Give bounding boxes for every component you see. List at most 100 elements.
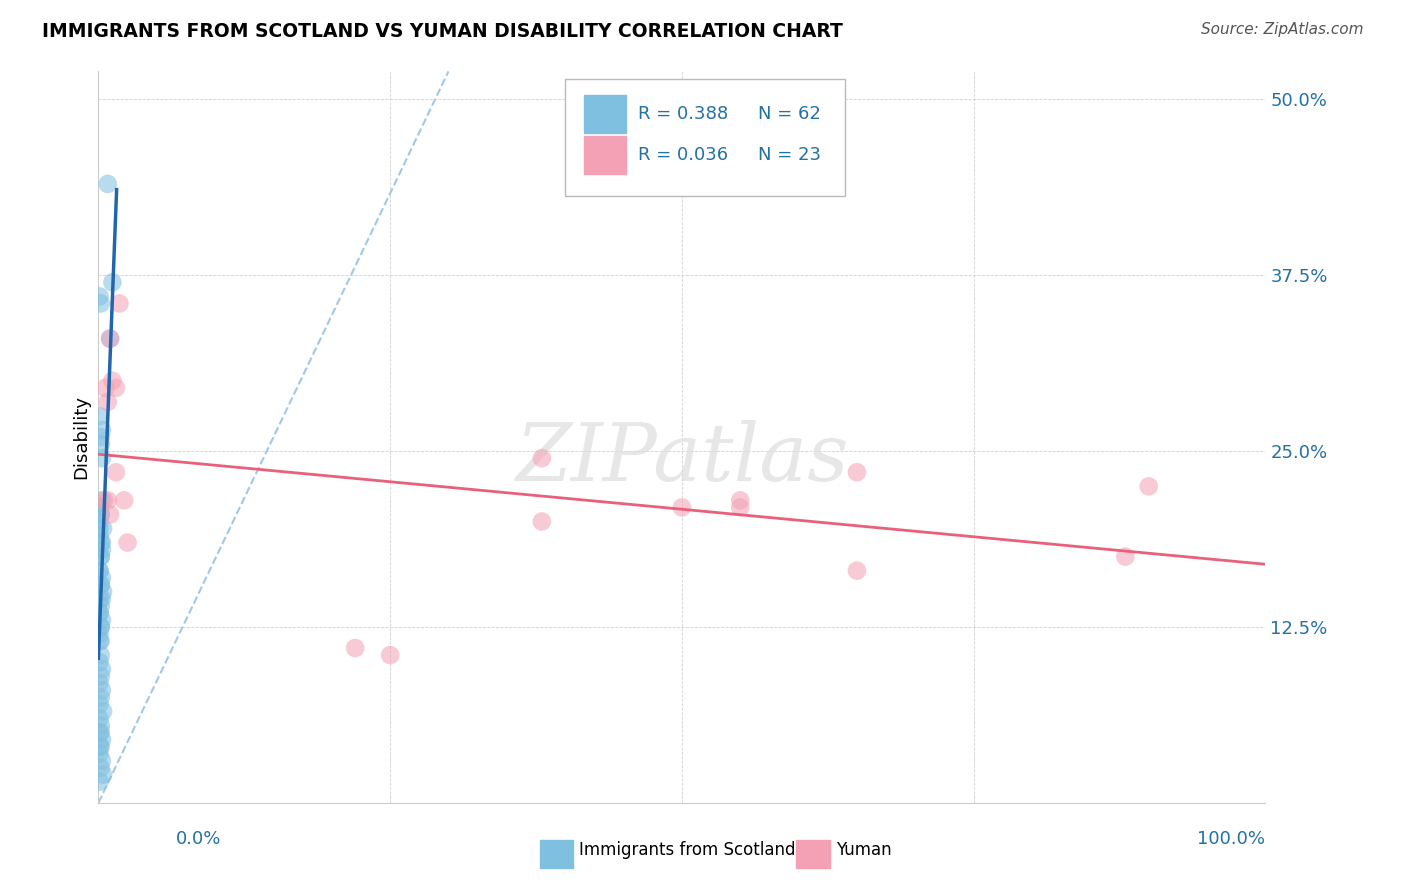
- Point: [89, 676, 111, 690]
- Point: [90, 430, 112, 444]
- Point: [91, 521, 114, 535]
- Point: [90, 662, 112, 676]
- Point: [1114, 549, 1136, 564]
- Y-axis label: Disability: Disability: [72, 395, 90, 479]
- Point: [90, 591, 112, 606]
- Point: [101, 374, 124, 388]
- Point: [90, 725, 112, 739]
- Text: Yuman: Yuman: [837, 841, 891, 859]
- Point: [90, 761, 112, 775]
- Point: [90, 296, 112, 310]
- Point: [89, 500, 111, 515]
- Point: [530, 515, 553, 529]
- Point: [89, 528, 111, 542]
- FancyBboxPatch shape: [565, 78, 845, 195]
- FancyBboxPatch shape: [540, 839, 574, 868]
- Point: [89, 747, 111, 761]
- Point: [90, 535, 112, 549]
- Point: [89, 634, 111, 648]
- Text: IMMIGRANTS FROM SCOTLAND VS YUMAN DISABILITY CORRELATION CHART: IMMIGRANTS FROM SCOTLAND VS YUMAN DISABI…: [42, 22, 844, 41]
- Point: [90, 739, 112, 754]
- Text: R = 0.036: R = 0.036: [637, 146, 728, 164]
- Point: [90, 613, 112, 627]
- Text: N = 23: N = 23: [758, 146, 821, 164]
- Point: [91, 584, 114, 599]
- Point: [97, 395, 120, 409]
- Point: [90, 690, 112, 705]
- Point: [90, 451, 112, 466]
- Point: [89, 711, 111, 725]
- Point: [380, 648, 402, 662]
- Point: [344, 641, 367, 656]
- Point: [108, 296, 131, 310]
- Point: [730, 493, 752, 508]
- Point: [90, 571, 112, 585]
- Point: [89, 739, 111, 754]
- Point: [90, 683, 112, 698]
- Point: [90, 437, 112, 451]
- Point: [90, 578, 112, 592]
- Point: [98, 332, 121, 346]
- Point: [90, 549, 112, 564]
- Point: [90, 508, 112, 522]
- Point: [730, 500, 752, 515]
- Point: [89, 606, 111, 620]
- Text: Immigrants from Scotland: Immigrants from Scotland: [579, 841, 796, 859]
- Point: [90, 648, 112, 662]
- Point: [89, 774, 111, 789]
- Point: [90, 535, 112, 549]
- Point: [91, 767, 114, 781]
- Text: N = 62: N = 62: [758, 104, 821, 123]
- Point: [846, 564, 869, 578]
- Point: [90, 718, 112, 732]
- Point: [90, 754, 112, 768]
- Point: [101, 276, 124, 290]
- Text: R = 0.388: R = 0.388: [637, 104, 728, 123]
- Point: [98, 332, 121, 346]
- Point: [846, 465, 869, 479]
- Point: [90, 599, 112, 613]
- Point: [89, 606, 111, 620]
- Point: [97, 493, 120, 508]
- Point: [90, 542, 112, 557]
- Point: [89, 725, 111, 739]
- Point: [91, 705, 114, 719]
- Point: [89, 521, 111, 535]
- Point: [90, 669, 112, 683]
- Point: [104, 465, 127, 479]
- Point: [530, 451, 553, 466]
- Point: [89, 627, 111, 641]
- Point: [89, 655, 111, 669]
- Point: [90, 634, 112, 648]
- Point: [89, 591, 111, 606]
- Point: [117, 535, 139, 549]
- Point: [89, 564, 111, 578]
- Point: [93, 493, 115, 508]
- Point: [671, 500, 693, 515]
- Point: [90, 423, 112, 437]
- Point: [89, 500, 111, 515]
- Text: 100.0%: 100.0%: [1198, 830, 1265, 847]
- FancyBboxPatch shape: [583, 95, 626, 133]
- Point: [90, 578, 112, 592]
- Point: [112, 493, 135, 508]
- Text: ZIPatlas: ZIPatlas: [515, 420, 849, 498]
- Point: [89, 698, 111, 712]
- Point: [89, 515, 111, 529]
- Point: [90, 620, 112, 634]
- Text: 0.0%: 0.0%: [176, 830, 221, 847]
- Text: Source: ZipAtlas.com: Source: ZipAtlas.com: [1201, 22, 1364, 37]
- Point: [104, 381, 127, 395]
- Point: [97, 177, 120, 191]
- Point: [94, 381, 117, 395]
- Point: [89, 289, 111, 303]
- FancyBboxPatch shape: [796, 839, 830, 868]
- Point: [98, 508, 121, 522]
- Point: [90, 620, 112, 634]
- Point: [90, 508, 112, 522]
- Point: [89, 564, 111, 578]
- Point: [90, 732, 112, 747]
- Point: [90, 549, 112, 564]
- Point: [90, 493, 112, 508]
- Point: [1137, 479, 1160, 493]
